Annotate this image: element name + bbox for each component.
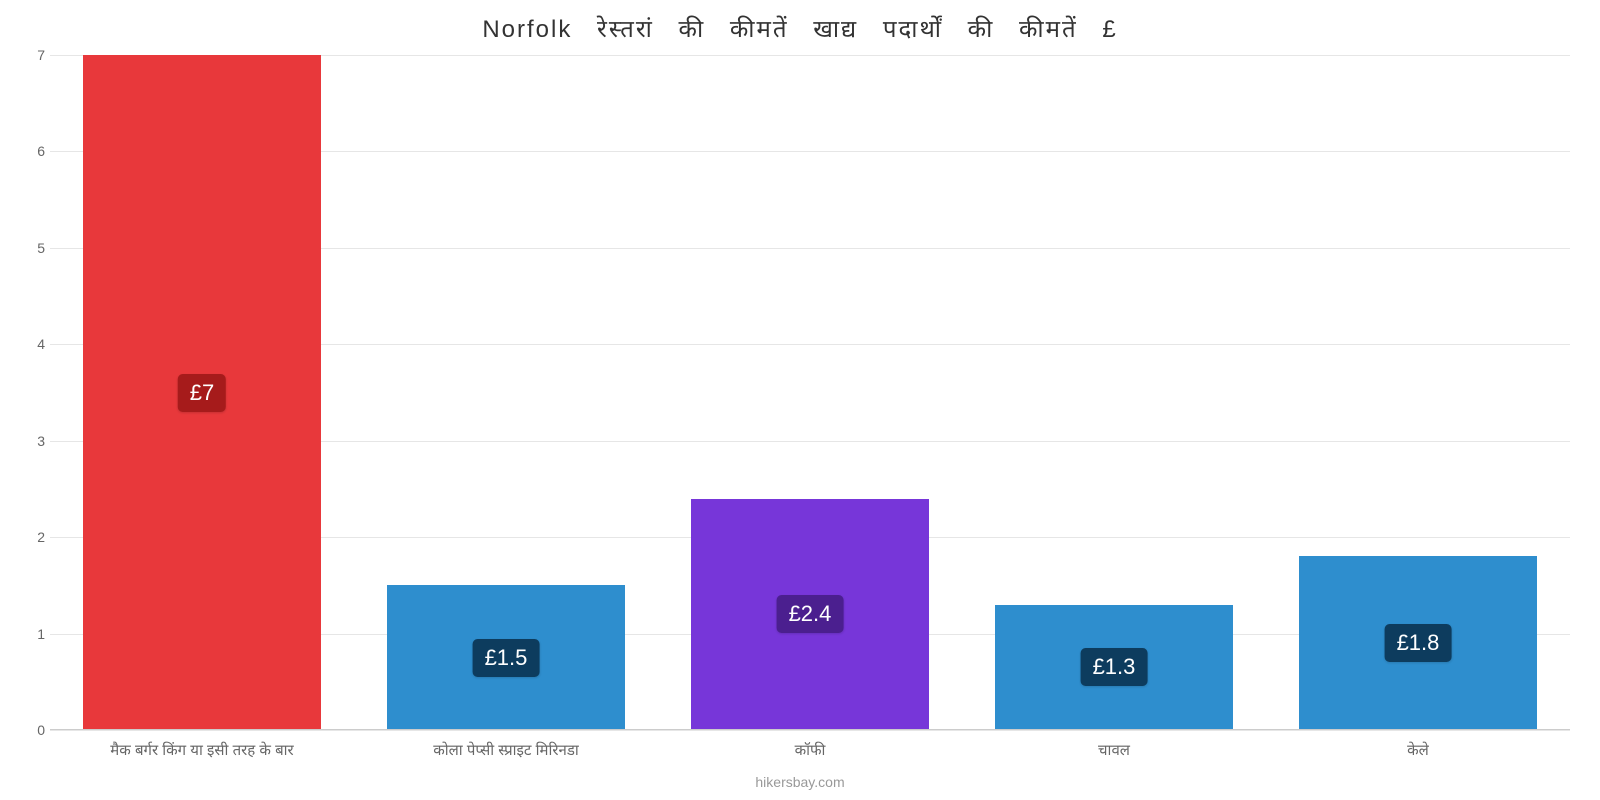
chart-title: Norfolk रेस्तरां की कीमतें खाद्य पदार्थो… [0,0,1600,45]
bar-slot: £1.3 [962,55,1266,730]
chart-container: Norfolk रेस्तरां की कीमतें खाद्य पदार्थो… [0,0,1600,800]
bar-slot: £1.5 [354,55,658,730]
x-axis-line [50,729,1570,730]
value-badge: £7 [178,374,226,412]
y-tick-label: 4 [20,336,45,352]
x-axis-label: कॉफी [658,740,962,760]
y-tick-label: 1 [20,626,45,642]
x-axis-label: मैक बर्गर किंग या इसी तरह के बार [50,740,354,760]
attribution-text: hikersbay.com [0,774,1600,790]
bar-slot: £7 [50,55,354,730]
y-tick-label: 3 [20,433,45,449]
bar: £1.3 [995,605,1232,730]
value-badge: £1.3 [1081,648,1148,686]
bar: £1.8 [1299,556,1536,730]
bar: £2.4 [691,499,928,730]
bar-slot: £2.4 [658,55,962,730]
bars-row: £7 £1.5 £2.4 £1.3 £1.8 [50,55,1570,730]
gridline [50,730,1570,731]
y-tick-label: 6 [20,143,45,159]
y-tick-label: 2 [20,529,45,545]
plot-area: 01234567 £7£1.5£2.4£1.3£1.8 [50,55,1570,730]
bar: £7 [83,55,320,730]
y-tick-label: 7 [20,47,45,63]
value-badge: £2.4 [777,595,844,633]
x-axis-label: चावल [962,740,1266,760]
y-tick-label: 5 [20,240,45,256]
bar-slot: £1.8 [1266,55,1570,730]
x-axis-label: कोला पेप्सी स्प्राइट मिरिनडा [354,740,658,760]
bar: £1.5 [387,585,624,730]
value-badge: £1.5 [473,639,540,677]
x-axis-label: केले [1266,740,1570,760]
x-axis-labels: मैक बर्गर किंग या इसी तरह के बारकोला पेप… [50,740,1570,760]
value-badge: £1.8 [1385,624,1452,662]
y-tick-label: 0 [20,722,45,738]
